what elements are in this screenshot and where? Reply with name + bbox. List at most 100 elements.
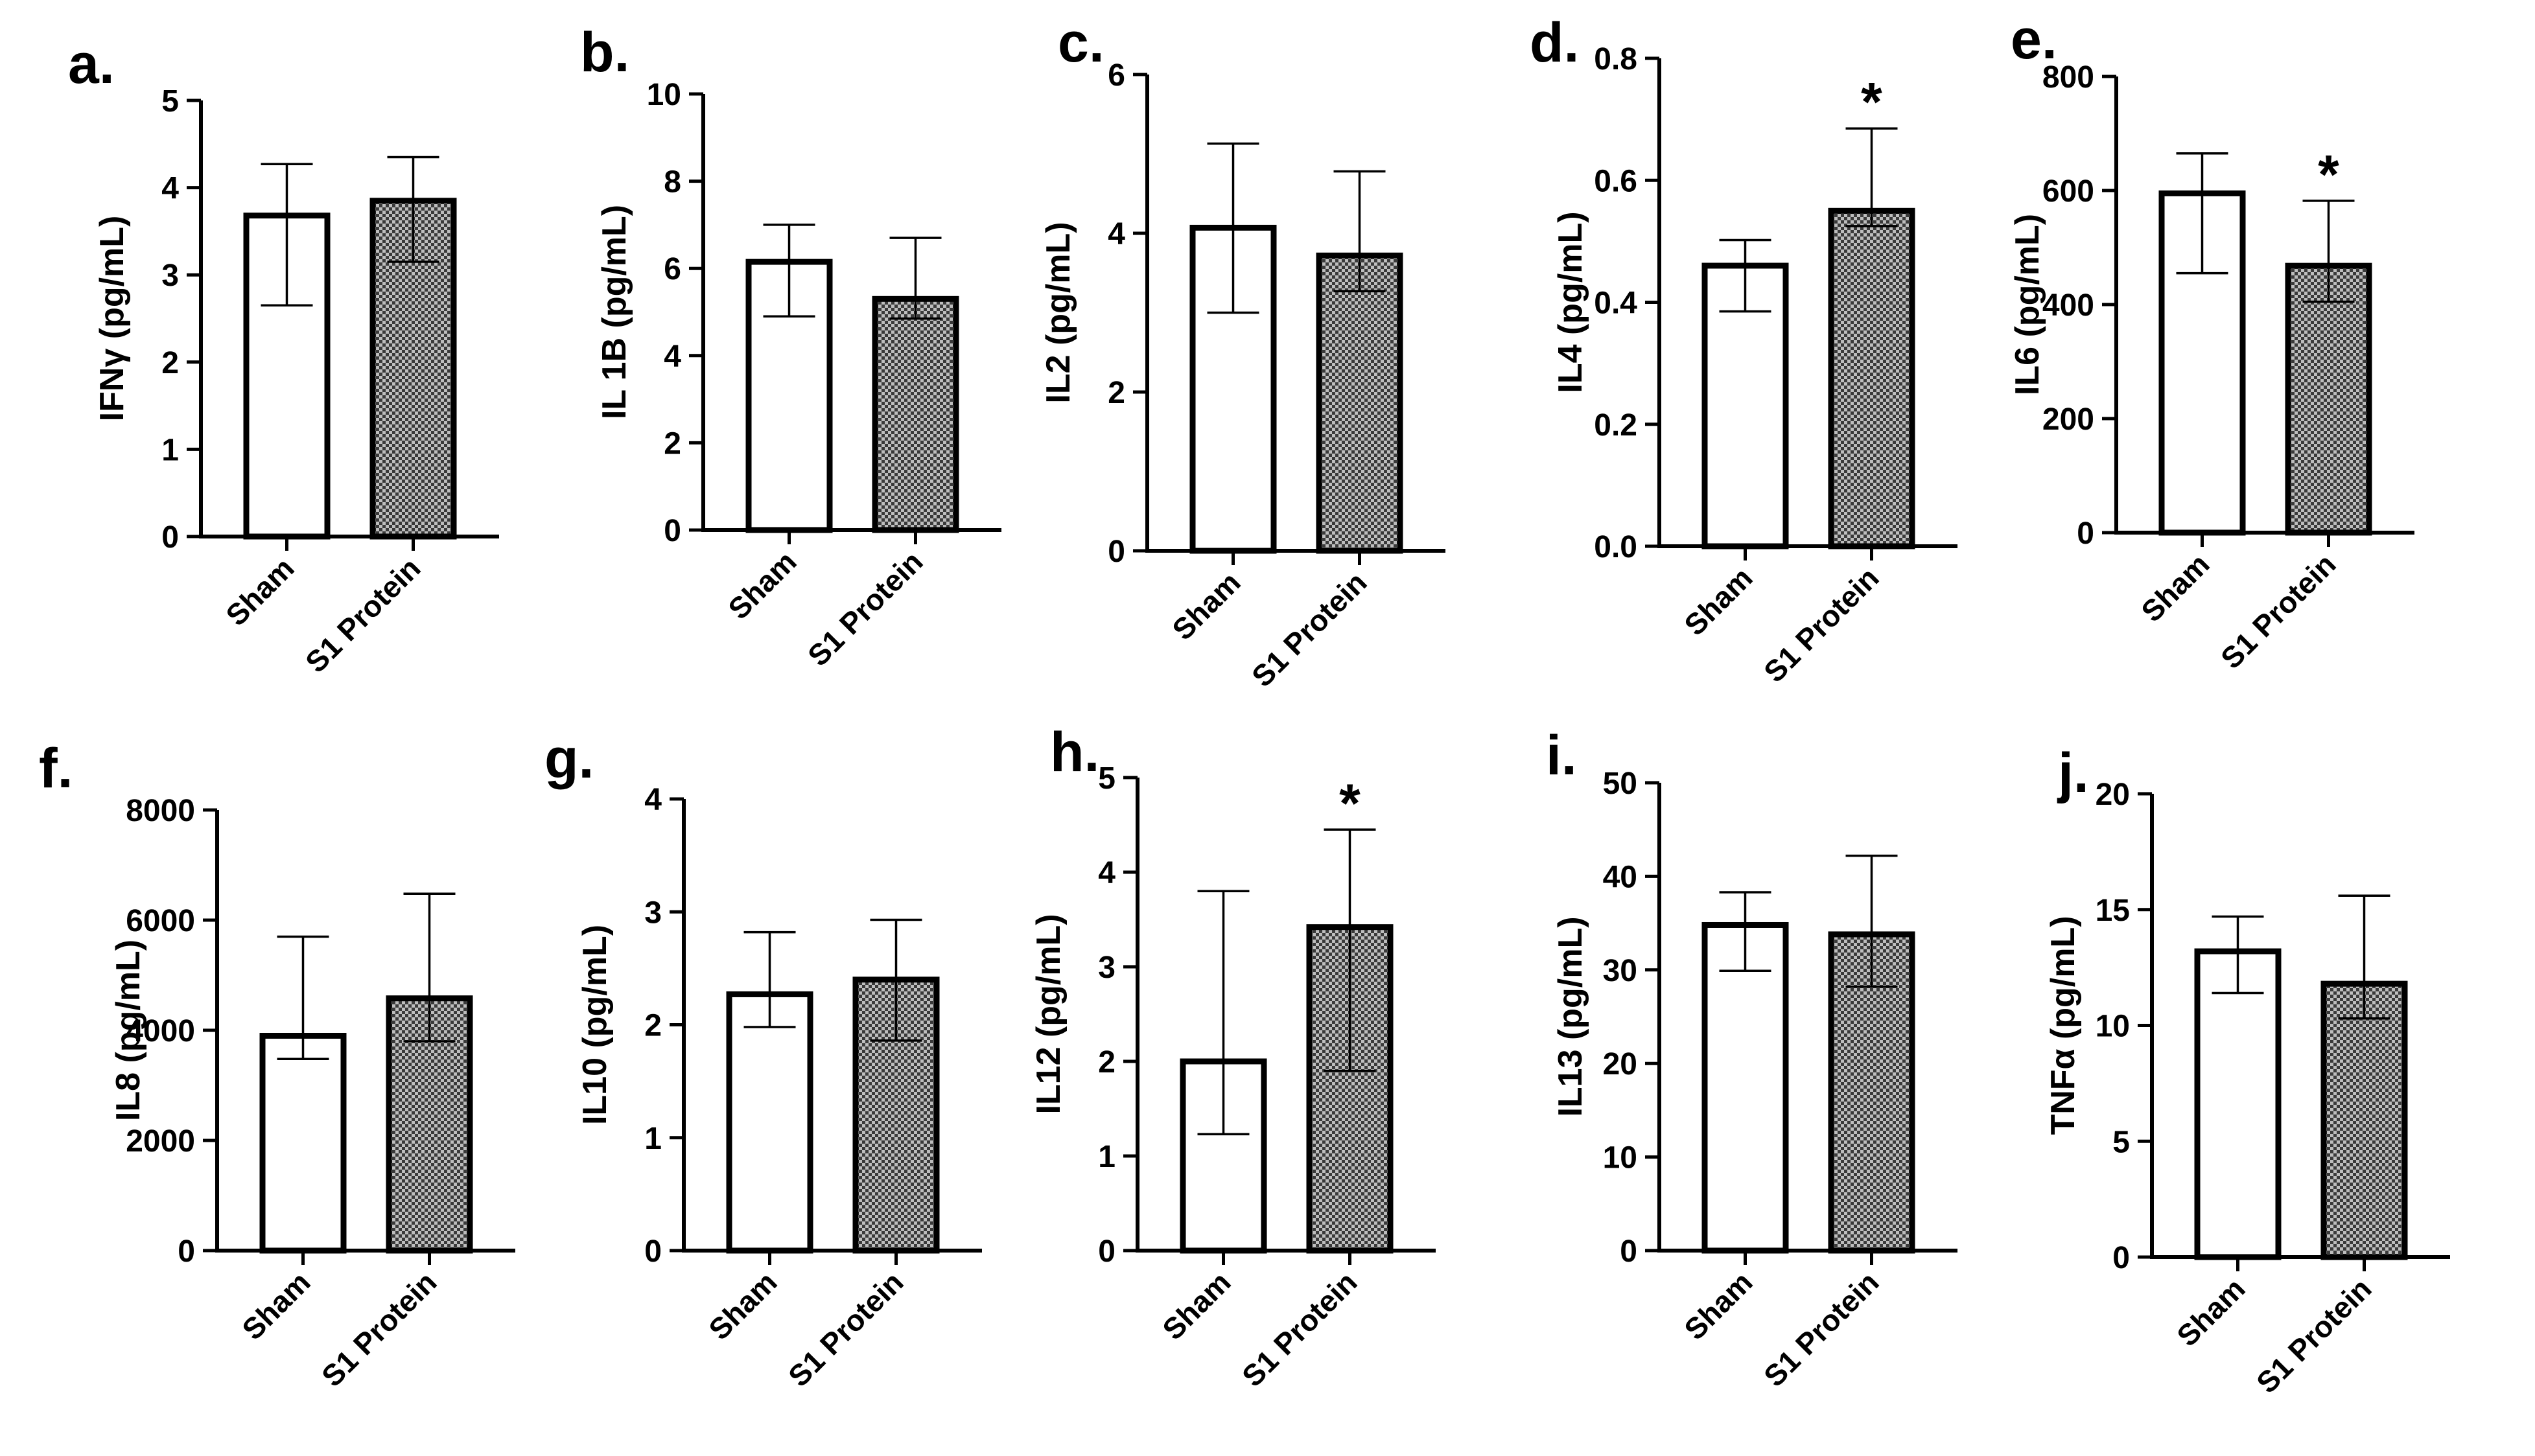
y-tick-label: 10 [2096,1010,2130,1044]
panel-label: i. [1546,724,1577,787]
bar-s1-protein [872,295,959,533]
y-tick-label: 800 [2042,60,2094,95]
x-category-label: Sham [1677,1265,1758,1346]
significance-marker: * [1861,71,1882,132]
panel-label: h. [1050,721,1099,783]
x-category-label: S1 Protein [1757,560,1886,689]
y-tick-label: 30 [1603,954,1637,988]
y-tick-label: 0.0 [1594,530,1637,564]
y-axis-title: IL12 (pg/mL) [1030,914,1068,1114]
y-tick-label: 400 [2042,288,2094,323]
x-category-label: S1 Protein [1235,1265,1364,1393]
y-tick-label: 3 [1098,951,1116,985]
panel-label: f. [39,737,73,800]
x-category-label: S1 Protein [315,1265,443,1393]
y-axis-title: IL10 (pg/mL) [576,925,614,1125]
y-tick-label: 1 [161,433,179,467]
x-category-label: Sham [1156,1265,1237,1346]
x-category-label: S1 Protein [299,551,427,679]
y-axis-title: IL2 (pg/mL) [1040,222,1077,403]
panel-label: g. [544,728,594,790]
x-category-label: Sham [2134,547,2215,628]
bar-s1-protein [2320,980,2408,1260]
y-tick-label: 20 [2096,778,2130,812]
y-axis-title: IL8 (pg/mL) [110,940,147,1121]
y-tick-label: 200 [2042,402,2094,437]
x-category-label: Sham [1165,565,1246,646]
y-tick-label: 0 [1108,535,1125,569]
y-tick-label: 1 [1098,1140,1116,1174]
y-tick-label: 0.4 [1594,286,1637,321]
y-axis-title: TNFα (pg/mL) [2044,916,2082,1135]
y-tick-label: 4000 [126,1014,195,1048]
y-tick-label: 5 [1098,761,1116,796]
y-tick-label: 10 [647,78,681,112]
y-tick-label: 15 [2096,894,2130,928]
y-tick-label: 50 [1603,767,1637,801]
y-tick-label: 6 [1108,58,1125,93]
y-tick-label: 0.6 [1594,164,1637,198]
y-axis-title: IL4 (pg/mL) [1552,211,1589,393]
x-category-label: S1 Protein [2250,1271,2378,1400]
y-tick-label: 4 [1098,856,1116,890]
x-category-label: S1 Protein [782,1265,910,1393]
significance-marker: * [1339,772,1361,833]
y-tick-label: 2000 [126,1124,195,1159]
significance-marker: * [2318,144,2339,205]
y-tick-label: 8000 [126,794,195,828]
y-axis-title: IFNγ (pg/mL) [93,216,131,422]
panel-label: c. [1058,12,1104,74]
bar-s1-protein [1828,207,1915,549]
y-tick-label: 1 [644,1122,662,1156]
y-tick-label: 0 [1620,1234,1637,1269]
bar-sham [2158,190,2246,536]
panel-label: e. [2011,8,2057,71]
y-tick-label: 4 [644,783,662,817]
bar-sham [2194,948,2282,1260]
y-tick-label: 20 [1603,1047,1637,1081]
y-tick-label: 0.8 [1594,42,1637,76]
y-axis-title: IL13 (pg/mL) [1552,916,1589,1116]
bar-s1-protein [2285,262,2372,536]
y-tick-label: 0 [664,514,681,548]
y-tick-label: 2 [1108,376,1125,410]
x-category-label: Sham [721,544,802,625]
y-tick-label: 5 [161,84,179,119]
y-tick-label: 10 [1603,1141,1637,1175]
y-tick-label: 0.2 [1594,408,1637,443]
y-tick-label: 0 [644,1234,662,1269]
y-tick-label: 4 [161,172,179,206]
y-tick-label: 6000 [126,904,195,938]
y-tick-label: 8 [664,165,681,200]
y-tick-label: 0 [161,520,179,555]
y-tick-label: 0 [2077,516,2094,551]
x-category-label: Sham [2170,1271,2251,1352]
y-tick-label: 2 [644,1009,662,1043]
panel-label: b. [580,21,629,84]
y-tick-label: 5 [2112,1125,2130,1159]
y-tick-label: 6 [664,252,681,286]
y-axis-title: IL6 (pg/mL) [2009,214,2046,395]
y-tick-label: 4 [664,340,681,374]
x-category-label: Sham [235,1265,316,1346]
y-tick-label: 4 [1108,217,1125,251]
y-tick-label: 3 [161,259,179,293]
panel-label: a. [68,33,115,95]
bar-sham [1701,921,1789,1254]
bar-sham [726,991,813,1254]
bar-sham [259,1033,347,1254]
panel-label: j. [2057,742,2089,804]
x-category-label: Sham [219,551,300,632]
y-tick-label: 2 [1098,1045,1116,1080]
